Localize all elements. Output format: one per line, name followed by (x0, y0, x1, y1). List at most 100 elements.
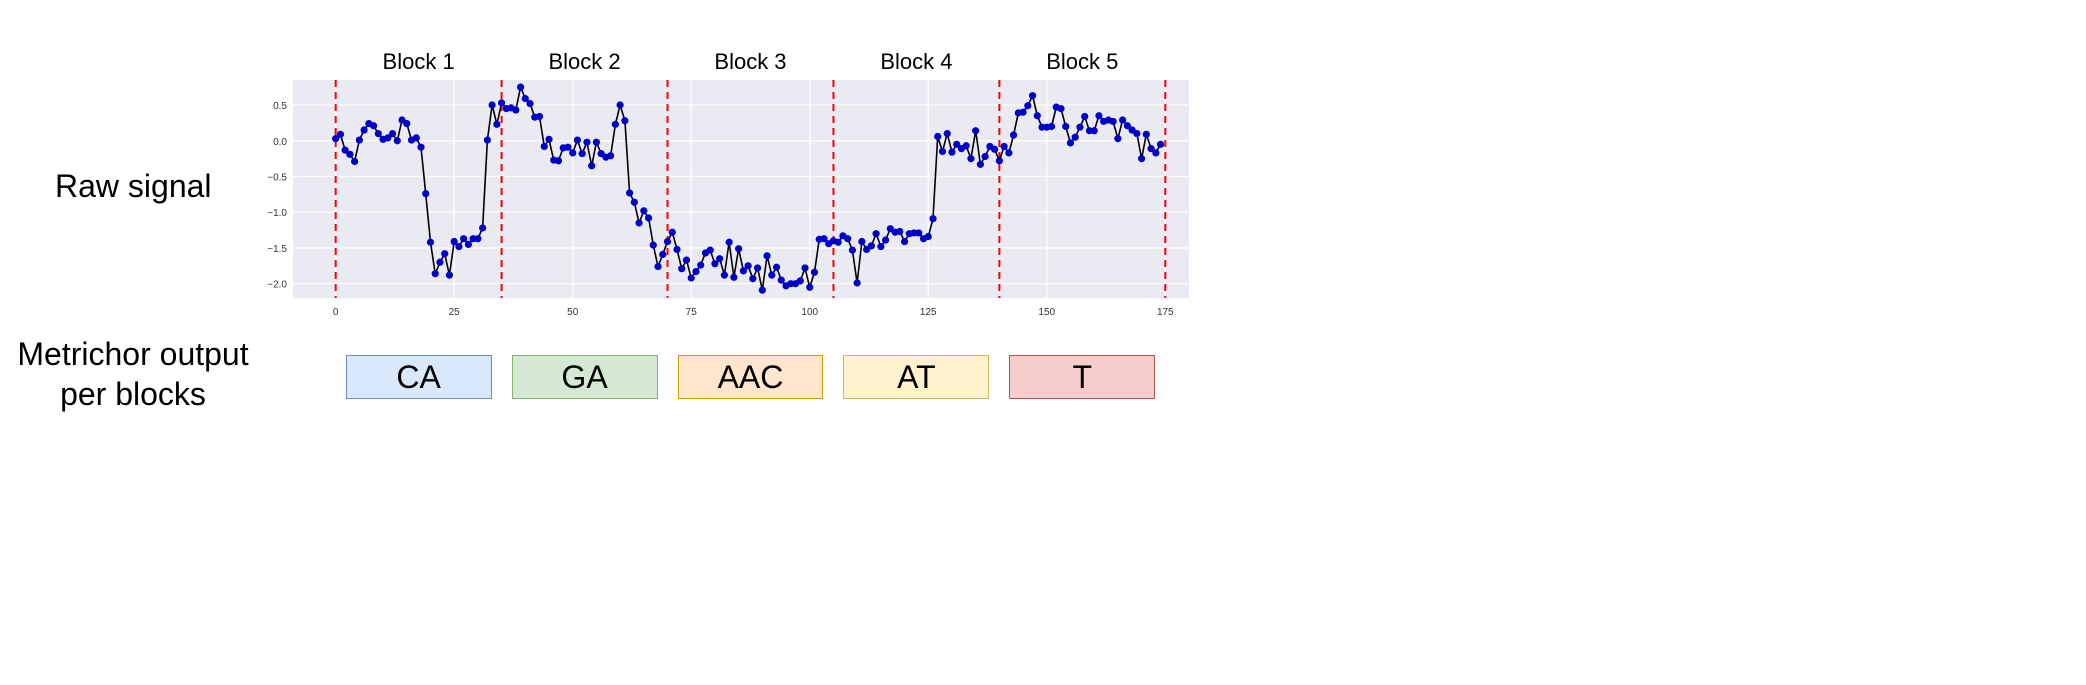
signal-point (962, 142, 970, 150)
signal-point (630, 198, 638, 206)
signal-point (867, 242, 875, 250)
signal-point (877, 242, 885, 251)
signal-point (450, 237, 458, 246)
x-tick-label: 150 (1038, 307, 1055, 318)
signal-point (493, 120, 501, 128)
y-tick-label: 0.5 (273, 101, 287, 112)
signal-point (853, 279, 861, 287)
signal-point (697, 261, 705, 269)
signal-point (426, 238, 435, 246)
signal-point (848, 246, 857, 254)
signal-point (758, 286, 766, 294)
block-title-1: Block 1 (383, 49, 455, 74)
signal-point (810, 268, 819, 276)
signal-point (635, 219, 643, 227)
x-tick-label: 175 (1157, 307, 1174, 318)
signal-point (711, 260, 719, 268)
signal-point (943, 130, 951, 138)
signal-point (640, 207, 648, 215)
signal-point (678, 265, 686, 273)
output-box-block-1: CA (345, 355, 492, 399)
signal-point (953, 140, 961, 148)
block-title-5: Block 5 (1046, 49, 1118, 74)
signal-point (796, 277, 804, 285)
signal-point (403, 120, 411, 128)
x-tick-label: 50 (567, 307, 579, 318)
signal-point (654, 262, 662, 271)
signal-point (1133, 130, 1141, 138)
x-tick-label: 125 (920, 307, 937, 318)
metrichor-label-line-1: Metrichor output (17, 336, 249, 372)
signal-point (768, 271, 776, 279)
signal-point (464, 240, 473, 248)
signal-point (777, 276, 785, 284)
signal-point (483, 136, 491, 144)
signal-point (573, 136, 582, 144)
signal-point (526, 99, 534, 108)
signal-point (1156, 140, 1165, 148)
y-tick-label: −2.0 (267, 280, 287, 291)
signal-point (621, 117, 629, 125)
signal-point (1066, 139, 1075, 147)
signal-point (735, 245, 743, 253)
block-title-2: Block 2 (548, 49, 620, 74)
signal-point (682, 256, 691, 264)
signal-point (995, 157, 1003, 165)
signal-point (753, 264, 762, 272)
signal-point (360, 126, 368, 134)
signal-point (512, 106, 520, 114)
signal-point (806, 283, 814, 291)
signal-point (872, 230, 880, 238)
x-tick-label: 25 (449, 307, 461, 318)
raw-signal-row-label: Raw signal (55, 168, 212, 204)
signal-point (749, 275, 757, 283)
signal-point (981, 152, 989, 161)
signal-point (479, 224, 487, 232)
signal-point (673, 245, 681, 253)
signal-point (972, 127, 980, 135)
signal-point (569, 149, 577, 157)
signal-point (858, 237, 866, 246)
signal-point (417, 143, 425, 151)
signal-point (1005, 149, 1013, 157)
signal-point (716, 255, 724, 263)
signal-point (564, 143, 572, 151)
signal-point (488, 101, 496, 109)
signal-point (346, 150, 354, 158)
signal-point (967, 155, 975, 163)
y-tick-label: −0.5 (267, 172, 287, 183)
signal-point (1024, 102, 1032, 110)
output-box-block-5: T (1009, 355, 1156, 399)
signal-point (1109, 117, 1117, 126)
signal-point (374, 130, 382, 138)
block-title-4: Block 4 (880, 49, 952, 74)
signal-point (934, 132, 942, 141)
signal-point (730, 273, 738, 281)
signal-point (1137, 155, 1146, 163)
signal-point (545, 135, 553, 143)
x-tick-label: 75 (686, 307, 698, 318)
signal-point (772, 263, 781, 271)
signal-point (611, 120, 619, 128)
signal-point (900, 237, 909, 246)
signal-point (720, 271, 729, 279)
signal-point (332, 135, 340, 143)
signal-point (1019, 108, 1027, 116)
signal-point (625, 189, 634, 197)
metrichor-label-line-2: per blocks (60, 376, 206, 412)
y-tick-label: −1.0 (267, 208, 287, 219)
signal-point (801, 264, 809, 272)
y-tick-label: 0.0 (273, 137, 287, 148)
metrichor-output-row-label: Metrichor output per blocks (0, 334, 266, 414)
signal-point (388, 130, 397, 138)
signal-point (521, 94, 529, 103)
signal-point (369, 122, 378, 130)
signal-point (592, 138, 601, 146)
signal-point (929, 215, 937, 223)
signal-point (844, 235, 852, 243)
block-title-3: Block 3 (714, 49, 786, 74)
y-tick-label: −1.5 (267, 244, 287, 255)
signal-point (516, 83, 525, 91)
signal-point (1047, 122, 1056, 131)
signal-point (706, 246, 714, 254)
